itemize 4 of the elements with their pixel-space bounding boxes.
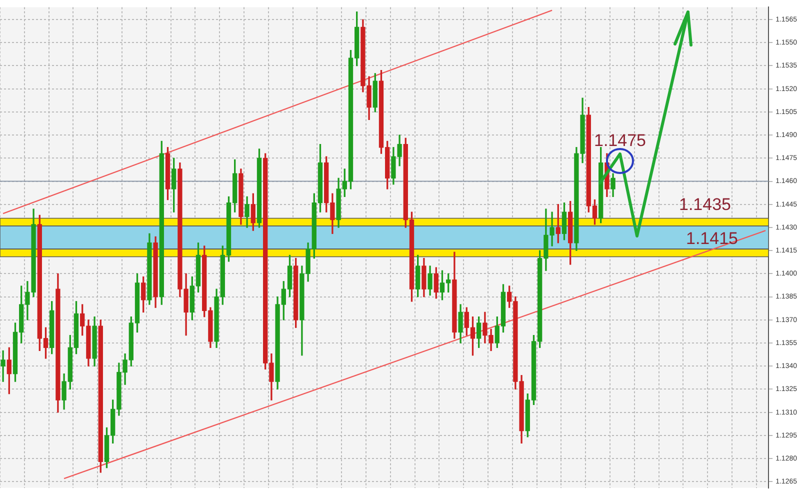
candlestick [0, 350, 6, 382]
annotation: 1.1435 [679, 195, 731, 214]
annotation: 1.1475 [594, 131, 646, 150]
annotation: 1.1415 [686, 229, 738, 248]
